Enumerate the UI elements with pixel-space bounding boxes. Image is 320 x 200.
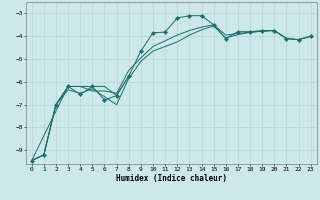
X-axis label: Humidex (Indice chaleur): Humidex (Indice chaleur) [116, 174, 227, 183]
